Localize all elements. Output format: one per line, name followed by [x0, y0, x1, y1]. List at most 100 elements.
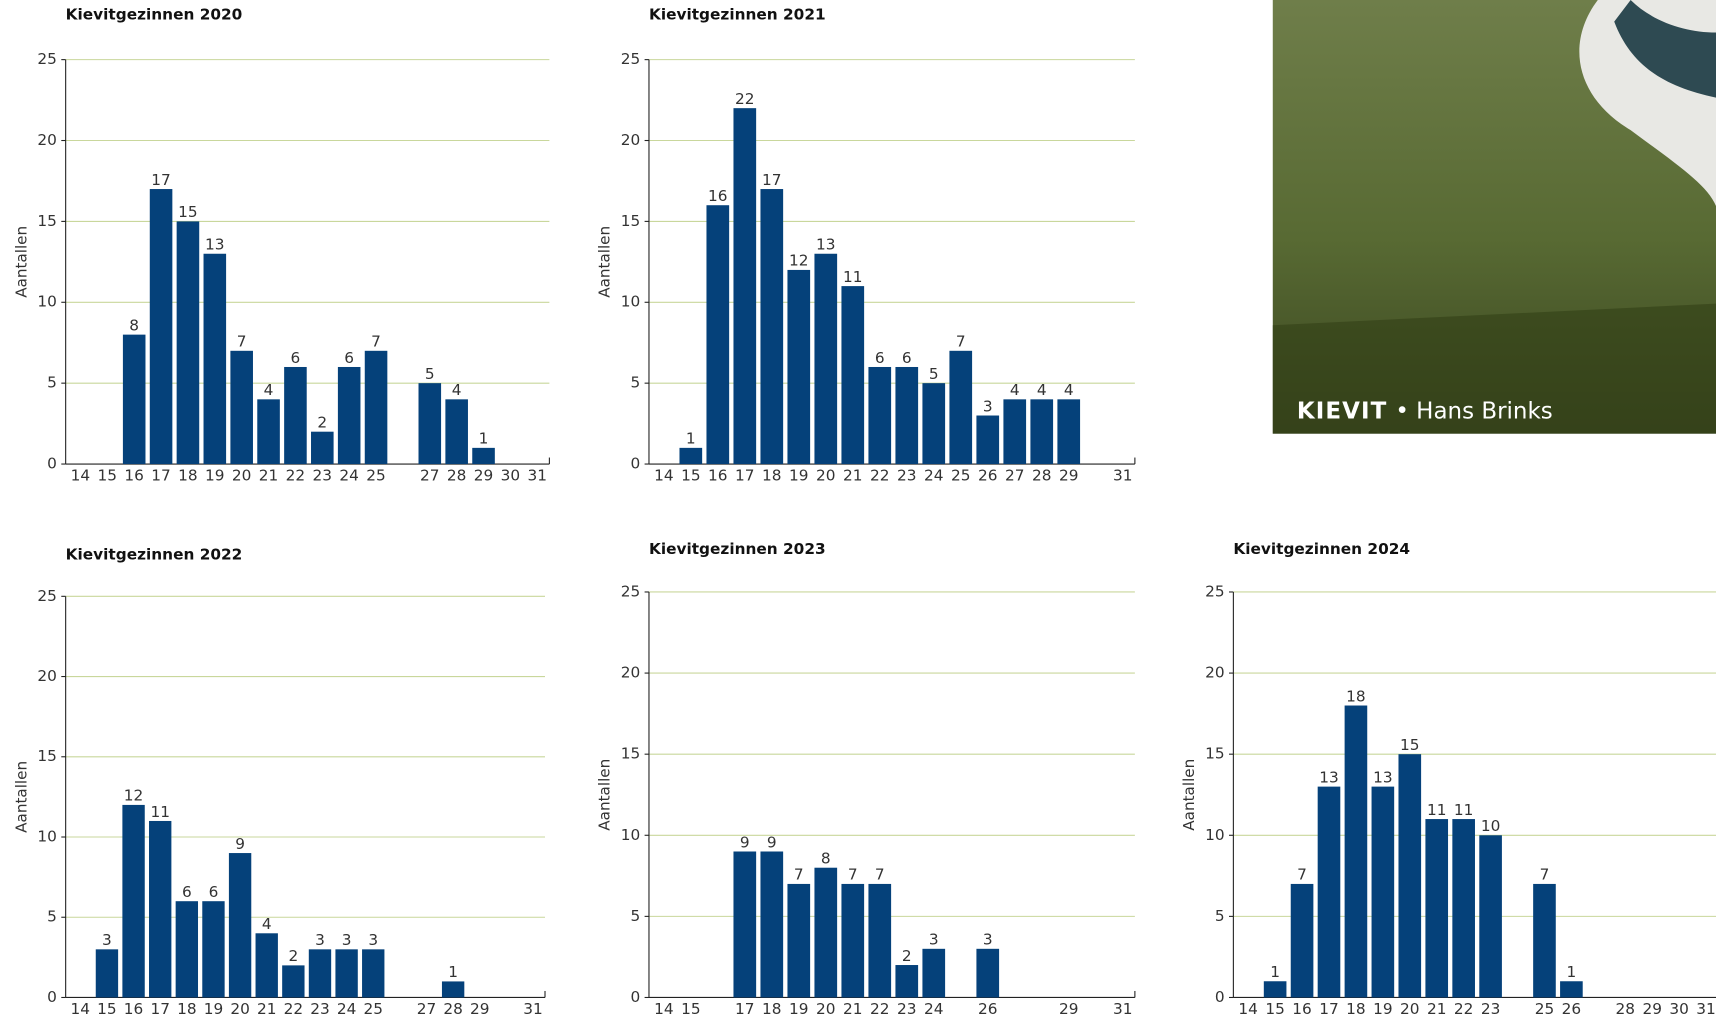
value-label: 3	[929, 931, 939, 949]
x-tick-label: 31	[528, 467, 547, 485]
bar	[733, 851, 756, 997]
bar	[976, 416, 999, 465]
value-label: 7	[371, 333, 381, 351]
bar	[895, 965, 918, 997]
x-tick-label: 26	[1562, 1000, 1581, 1018]
bar	[309, 949, 331, 997]
value-label: 2	[288, 947, 298, 965]
x-tick-label: 23	[1481, 1000, 1500, 1018]
bar	[442, 981, 464, 997]
x-tick-label: 29	[474, 467, 493, 485]
y-tick-label: 15	[37, 212, 56, 230]
bar	[362, 949, 384, 997]
bar	[1318, 787, 1341, 998]
y-tick-label: 20	[37, 131, 56, 149]
value-label: 13	[205, 236, 224, 254]
x-tick-label: 22	[284, 1000, 303, 1018]
value-label: 18	[1346, 687, 1365, 705]
x-tick-label: 29	[1059, 1000, 1078, 1018]
y-tick-label: 10	[37, 828, 56, 846]
value-label: 4	[1010, 381, 1020, 399]
value-label: 7	[237, 333, 247, 351]
bar	[841, 884, 864, 998]
value-label: 3	[342, 931, 352, 949]
bar	[419, 383, 442, 464]
x-tick-label: 27	[420, 467, 439, 485]
x-tick-label: 14	[654, 1000, 673, 1018]
value-label: 3	[368, 931, 378, 949]
y-tick-label: 0	[630, 455, 640, 473]
y-tick-label: 25	[621, 50, 640, 68]
bar	[1003, 399, 1026, 464]
value-label: 13	[1319, 768, 1338, 786]
charts: KIEVIT • Hans Brinks Kievitgezinnen 2020…	[0, 0, 1716, 1030]
value-label: 3	[983, 931, 993, 949]
chart-title: Kievitgezinnen 2020	[66, 6, 243, 24]
y-tick-label: 5	[47, 374, 57, 392]
x-tick-label: 14	[654, 467, 673, 485]
value-label: 2	[902, 947, 912, 965]
value-label: 3	[315, 931, 325, 949]
y-tick-label: 5	[47, 908, 57, 926]
y-tick-label: 25	[1205, 583, 1224, 601]
y-axis-label: Aantallen	[596, 759, 614, 831]
value-label: 3	[983, 397, 993, 415]
x-tick-label: 24	[339, 467, 358, 485]
x-tick-label: 24	[924, 467, 943, 485]
bar	[814, 254, 837, 464]
value-label: 11	[843, 268, 862, 286]
bar	[123, 335, 146, 464]
x-tick-label: 17	[735, 467, 754, 485]
value-label: 22	[735, 90, 754, 108]
y-tick-label: 10	[37, 293, 56, 311]
bar	[96, 949, 118, 997]
x-tick-label: 29	[1059, 467, 1078, 485]
x-tick-label: 14	[71, 1000, 90, 1018]
y-tick-label: 25	[37, 50, 56, 68]
x-tick-label: 18	[762, 1000, 781, 1018]
chart-title: Kievitgezinnen 2021	[649, 6, 826, 24]
x-tick-label: 19	[205, 467, 224, 485]
y-tick-label: 20	[1205, 664, 1224, 682]
value-label: 8	[821, 850, 831, 868]
bar	[1398, 754, 1421, 997]
x-tick-label: 31	[523, 1000, 542, 1018]
value-label: 2	[317, 414, 327, 432]
x-tick-label: 16	[124, 1000, 143, 1018]
value-label: 9	[767, 833, 777, 851]
bar	[1452, 819, 1475, 997]
bar	[1479, 835, 1502, 997]
bar	[472, 448, 495, 464]
bar	[311, 432, 334, 464]
x-tick-label: 29	[1642, 1000, 1661, 1018]
value-label: 6	[291, 349, 301, 367]
x-tick-label: 31	[1696, 1000, 1715, 1018]
x-tick-label: 20	[1400, 1000, 1419, 1018]
bar	[922, 383, 945, 464]
photo-credit: • Hans Brinks	[1395, 399, 1552, 425]
bar	[922, 949, 945, 998]
bar	[204, 254, 227, 464]
chart-title: Kievitgezinnen 2022	[66, 546, 243, 564]
bar	[1425, 819, 1448, 997]
bar	[1291, 884, 1314, 998]
x-tick-label: 27	[1005, 467, 1024, 485]
y-axis-label: Aantallen	[12, 226, 30, 298]
x-tick-label: 17	[1319, 1000, 1338, 1018]
y-axis-label: Aantallen	[1180, 759, 1198, 831]
photo-title: KIEVIT	[1297, 399, 1388, 425]
x-tick-label: 15	[98, 467, 117, 485]
x-tick-label: 19	[789, 467, 808, 485]
value-label: 17	[151, 171, 170, 189]
x-tick-label: 16	[1292, 1000, 1311, 1018]
x-tick-label: 28	[1616, 1000, 1635, 1018]
value-label: 6	[182, 883, 192, 901]
value-label: 1	[686, 430, 696, 448]
bar	[282, 965, 304, 997]
value-label: 16	[708, 187, 727, 205]
value-label: 17	[762, 171, 781, 189]
x-tick-label: 17	[735, 1000, 754, 1018]
x-tick-label: 27	[417, 1000, 436, 1018]
x-tick-label: 24	[337, 1000, 356, 1018]
x-tick-label: 15	[1265, 1000, 1284, 1018]
